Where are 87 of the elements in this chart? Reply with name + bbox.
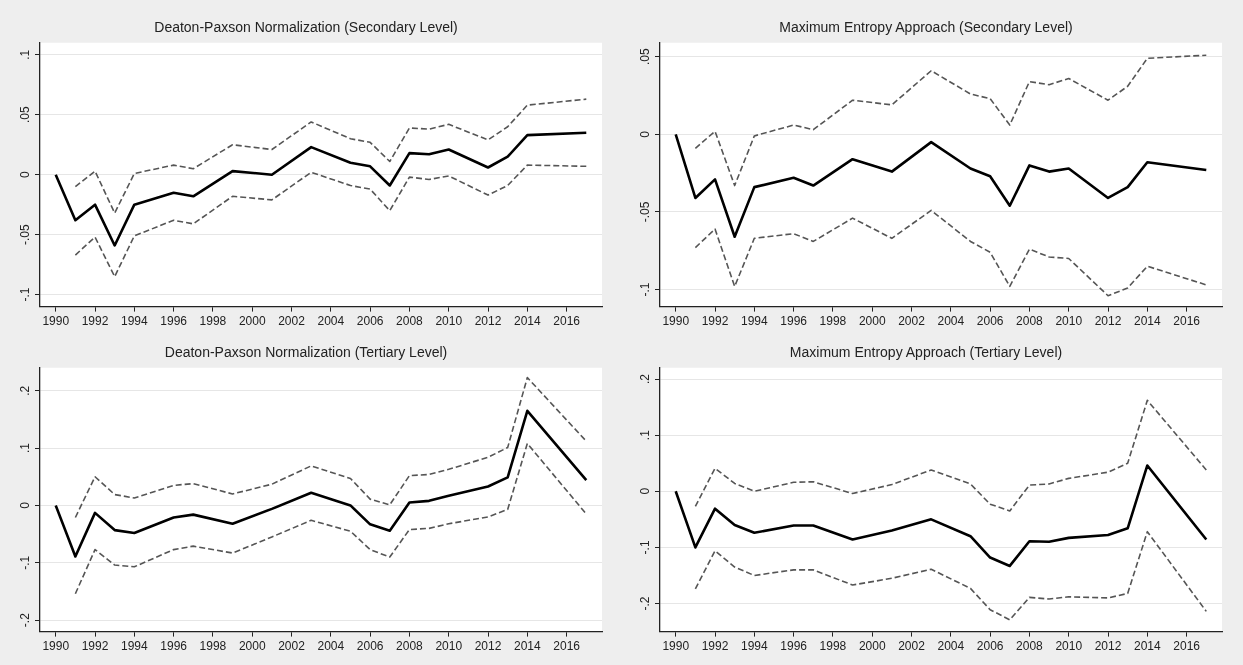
x-tick-label: 2000 (238, 639, 266, 654)
y-tick-label: -.05 (638, 201, 653, 223)
x-tick-label: 2008 (1016, 314, 1044, 329)
y-tick-label: -.1 (638, 540, 653, 555)
x-tick-label: 2004 (937, 314, 965, 329)
x-tick-label: 2002 (898, 639, 926, 654)
x-tick-label: 2016 (1173, 314, 1201, 329)
x-tick-label: 2004 (937, 639, 965, 654)
y-tick-label: .2 (638, 373, 653, 385)
x-tick-label: 1996 (780, 314, 808, 329)
x-tick-label: 2012 (1094, 639, 1122, 654)
y-tick-label: -.1 (18, 287, 33, 302)
line-series (694, 530, 1208, 621)
y-tick-label: -.1 (18, 555, 33, 570)
x-tick-label: 1990 (662, 639, 690, 654)
x-tick-label: 2008 (396, 314, 424, 329)
x-tick-label: 2002 (278, 639, 306, 654)
x-tick-label: 1996 (160, 314, 188, 329)
y-tick-label: -.1 (638, 282, 653, 297)
line-series (694, 54, 1208, 187)
y-tick-label: -.2 (18, 612, 33, 628)
x-tick-label: 1998 (199, 639, 227, 654)
line-series (74, 376, 588, 519)
x-tick-label: 1992 (81, 314, 109, 329)
chart-title: Maximum Entropy Approach (Secondary Level) (779, 19, 1073, 36)
line-series (74, 98, 588, 214)
x-tick-label: 1998 (819, 314, 847, 329)
x-tick-label: 2004 (317, 639, 345, 654)
x-tick-label: 2006 (356, 314, 384, 329)
x-tick-label: 2010 (435, 314, 463, 329)
y-tick-label: 0 (638, 130, 653, 138)
y-tick-label: .2 (18, 385, 33, 396)
y-tick-label: .1 (638, 429, 653, 441)
y-tick-label: -.2 (638, 596, 653, 611)
line-series (74, 442, 588, 595)
x-tick-label: 2000 (858, 314, 886, 329)
x-tick-label: 2010 (1055, 639, 1083, 654)
x-tick-label: 1994 (120, 314, 148, 329)
x-tick-label: 2012 (474, 314, 502, 329)
y-tick-label: 0 (18, 501, 33, 509)
y-tick-label: .05 (638, 48, 653, 66)
x-tick-label: 1990 (42, 639, 70, 654)
line-series (694, 209, 1208, 297)
line-series (694, 399, 1208, 512)
x-tick-label: 1992 (81, 639, 109, 654)
y-tick-label: -.05 (18, 223, 33, 245)
y-tick-label: 0 (18, 171, 33, 179)
x-tick-label: 1998 (819, 639, 847, 654)
x-tick-label: 1996 (160, 639, 188, 654)
x-tick-label: 1994 (740, 639, 768, 654)
x-tick-label: 2006 (356, 639, 384, 654)
x-tick-label: 1990 (662, 314, 690, 329)
chart-title: Maximum Entropy Approach (Tertiary Level) (789, 344, 1063, 361)
y-tick-label: .05 (18, 106, 33, 124)
x-tick-label: 1992 (701, 314, 729, 329)
x-tick-label: 2010 (1055, 314, 1083, 329)
y-tick-label: .1 (18, 49, 33, 60)
x-tick-label: 2014 (1133, 314, 1161, 329)
x-tick-label: 1992 (701, 639, 729, 654)
x-tick-label: 2014 (513, 314, 541, 329)
x-tick-label: 1990 (42, 314, 70, 329)
x-tick-label: 2006 (976, 639, 1004, 654)
x-tick-label: 2016 (553, 314, 581, 329)
x-tick-label: 2010 (435, 639, 463, 654)
x-tick-label: 2000 (858, 639, 886, 654)
line-series (74, 164, 588, 278)
x-tick-label: 2012 (1094, 314, 1122, 329)
x-tick-label: 1998 (199, 314, 227, 329)
x-tick-label: 2004 (317, 314, 345, 329)
x-tick-label: 2002 (278, 314, 306, 329)
x-tick-label: 2014 (513, 639, 541, 654)
x-tick-label: 2002 (898, 314, 926, 329)
x-tick-label: 2016 (1173, 639, 1201, 654)
x-tick-label: 1996 (780, 639, 808, 654)
y-tick-label: 0 (638, 487, 653, 495)
x-tick-label: 2012 (474, 639, 502, 654)
x-tick-label: 1994 (120, 639, 148, 654)
x-tick-label: 2008 (1016, 639, 1044, 654)
chart-title: Deaton-Paxson Normalization (Secondary Level) (154, 19, 458, 36)
y-tick-label: .1 (18, 442, 33, 454)
x-tick-label: 2014 (1133, 639, 1161, 654)
chart-title: Deaton-Paxson Normalization (Tertiary Level) (164, 344, 448, 361)
x-tick-label: 1994 (740, 314, 768, 329)
x-tick-label: 2008 (396, 639, 424, 654)
x-tick-label: 2006 (976, 314, 1004, 329)
x-tick-label: 2016 (553, 639, 581, 654)
x-tick-label: 2000 (238, 314, 266, 329)
